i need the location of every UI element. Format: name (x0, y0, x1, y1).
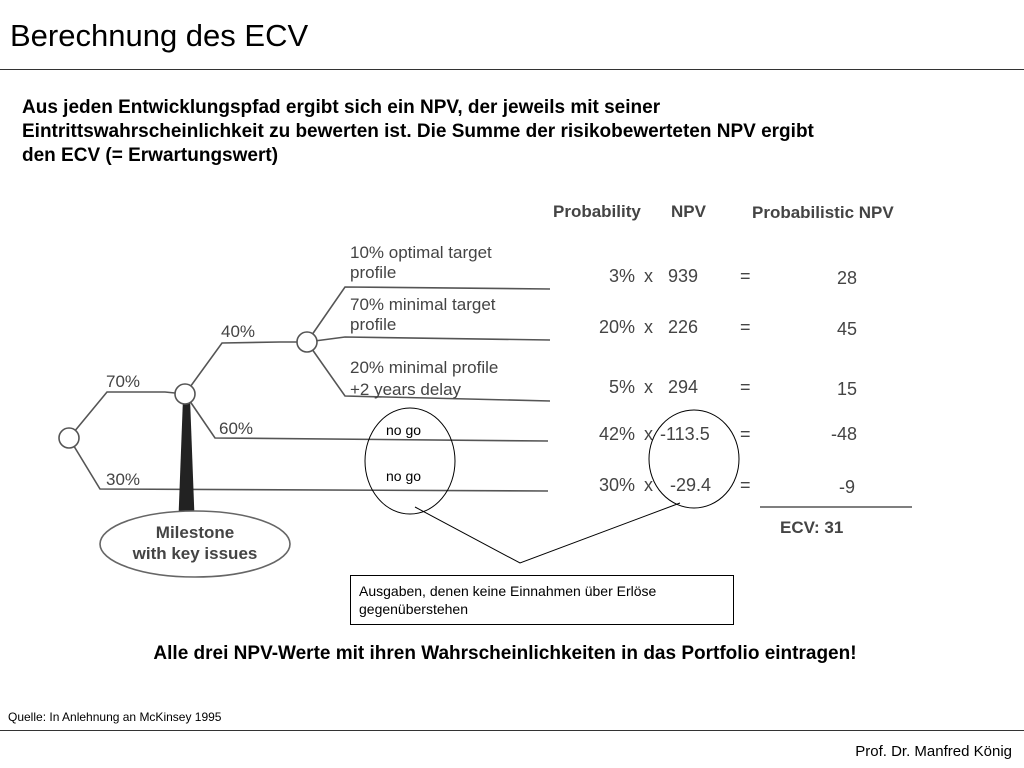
row-1-npv: 939 (668, 266, 698, 286)
row-5-probability: 30% (599, 475, 635, 495)
no-go-label-2: no go (386, 468, 421, 484)
intro-text: Aus jeden Entwicklungspfad ergibt sich e… (22, 96, 1012, 168)
outcome-2-label-line-2: profile (350, 315, 396, 334)
intro-line-3: den ECV (= Erwartungswert) (22, 145, 279, 166)
outcome-1-label-line-1: 10% optimal target (350, 243, 492, 262)
callout-line-2: gegenüberstehen (359, 601, 468, 617)
no-go-circle-right (648, 409, 740, 509)
branch-label-mid-down: 60% (219, 419, 253, 438)
row-2-equals: = (740, 317, 751, 337)
header-probability: Probability (553, 202, 641, 221)
branch-label-root-up: 70% (106, 372, 140, 391)
callout-connector (414, 502, 681, 564)
conclusion-text: Alle drei NPV-Werte mit ihren Wahrschein… (153, 643, 857, 664)
row-1-operator: x (644, 266, 653, 286)
row-4-probability: 42% (599, 424, 635, 444)
row-4-result: -48 (831, 424, 857, 444)
header-npv: NPV (671, 202, 707, 221)
row-1-probability: 3% (609, 266, 635, 286)
header-probabilistic-npv: Probabilistic NPV (752, 203, 894, 222)
row-5-result: -9 (839, 477, 855, 497)
milestone-pointer (178, 398, 195, 530)
no-go-circle-left (364, 407, 456, 515)
row-1-equals: = (740, 266, 751, 286)
row-3-equals: = (740, 377, 751, 397)
slide-title: Berechnung des ECV (10, 18, 309, 53)
outcome-1-label-line-2: profile (350, 263, 396, 282)
branch-label-root-down: 30% (106, 470, 140, 489)
no-go-label-1: no go (386, 422, 421, 438)
row-2-npv: 226 (668, 317, 698, 337)
outcome-3-label-line-2: +2 years delay (350, 380, 462, 399)
root-node (58, 427, 80, 449)
row-4-operator: x (644, 424, 653, 444)
row-3-operator: x (644, 377, 653, 397)
row-5-operator: x (644, 475, 653, 495)
intro-line-1: Aus jeden Entwicklungspfad ergibt sich e… (22, 97, 661, 118)
row-4-equals: = (740, 424, 751, 444)
branch-mid-down (184, 393, 549, 442)
row-5-npv: -29.4 (670, 475, 711, 495)
row-1-result: 28 (837, 268, 857, 288)
milestone-ellipse (99, 510, 291, 578)
branch-label-mid-up: 40% (221, 322, 255, 341)
milestone-line-2: with key issues (132, 544, 258, 563)
row-2-operator: x (644, 317, 653, 337)
author-name: Prof. Dr. Manfred König (855, 743, 1012, 760)
footer-divider (0, 730, 1024, 731)
branch-outcome-2 (306, 336, 551, 343)
row-2-probability: 20% (599, 317, 635, 337)
row-2-result: 45 (837, 319, 857, 339)
row-4-npv: -113.5 (660, 424, 710, 444)
row-3-probability: 5% (609, 377, 635, 397)
decision-node-2 (174, 383, 196, 405)
row-5-equals: = (740, 475, 751, 495)
branch-root-up (68, 391, 186, 439)
milestone-line-1: Milestone (156, 523, 234, 542)
branch-mid-up (184, 341, 307, 395)
callout-box: Ausgaben, denen keine Einnahmen über Erl… (350, 575, 734, 625)
outcome-2-label-line-1: 70% minimal target (350, 295, 496, 314)
row-3-npv: 294 (668, 377, 698, 397)
branch-outcome-3 (306, 341, 551, 402)
decision-node-3 (296, 331, 318, 353)
outcome-3-label-line-1: 20% minimal profile (350, 358, 498, 377)
branch-outcome-1 (306, 286, 551, 343)
intro-line-2: Eintrittswahrscheinlichkeit zu bewerten … (22, 121, 814, 142)
branch-root-down (68, 437, 549, 492)
title-divider (0, 69, 1024, 70)
ecv-result: ECV: 31 (780, 518, 843, 537)
callout-line-1: Ausgaben, denen keine Einnahmen über Erl… (359, 583, 657, 599)
source-citation: Quelle: In Anlehnung an McKinsey 1995 (8, 710, 222, 724)
row-3-result: 15 (837, 379, 857, 399)
